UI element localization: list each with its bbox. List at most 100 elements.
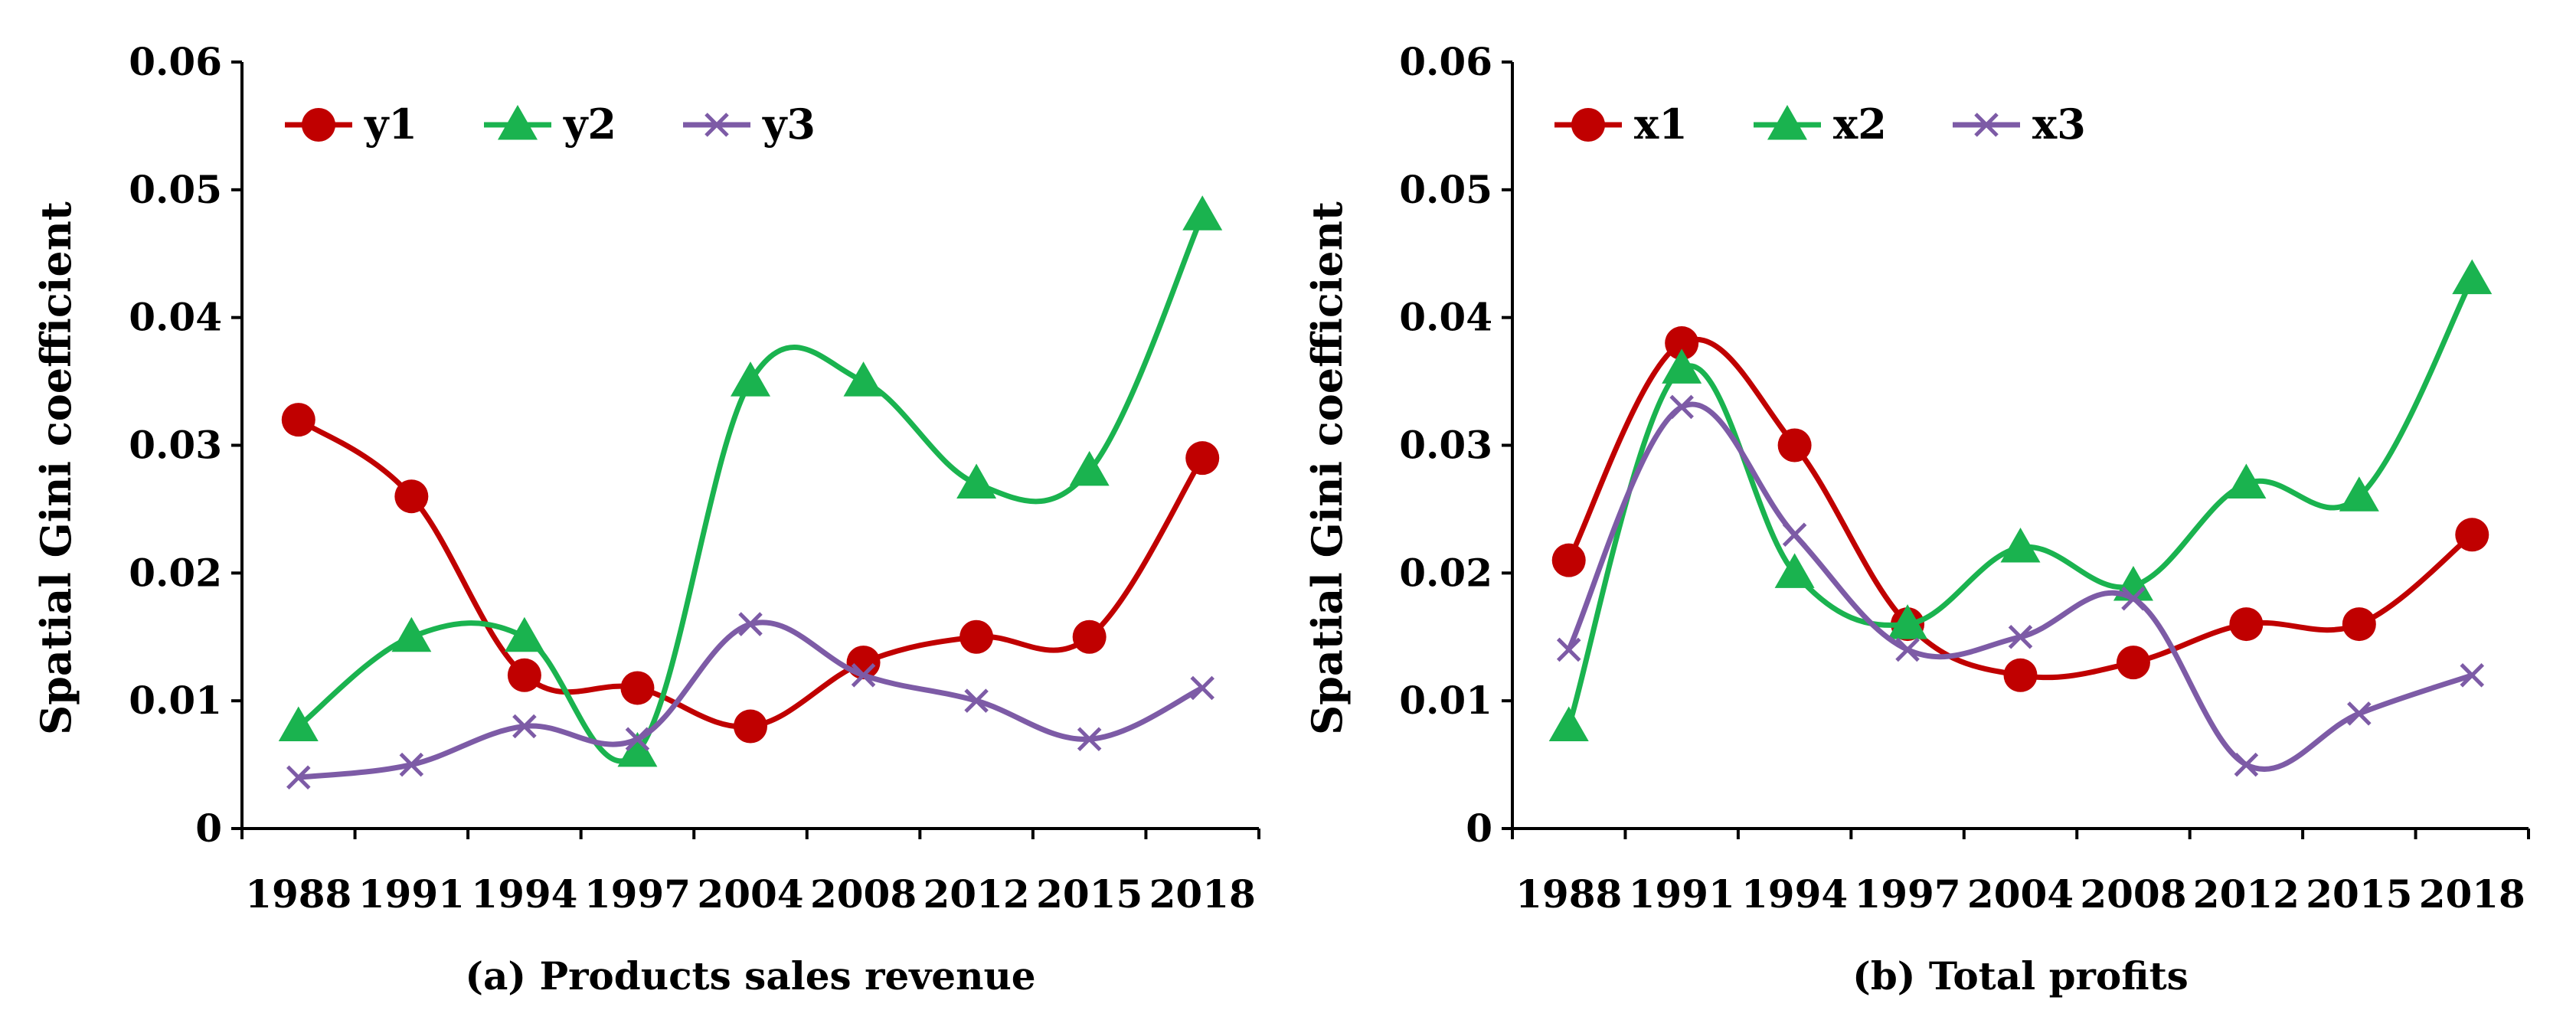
y-tick-label: 0.04 xyxy=(1399,295,1492,340)
x-tick-label: 2008 xyxy=(2080,871,2186,917)
series-x2 xyxy=(1548,259,2493,742)
data-point-x1-1991 xyxy=(1665,326,1699,361)
x-tick-label: 2015 xyxy=(1036,871,1143,917)
chart-caption: (a) Products sales revenue xyxy=(465,953,1035,999)
data-point-x2-2004 xyxy=(2000,527,2041,563)
data-point-y3-1988 xyxy=(286,765,311,790)
legend-marker-x2 xyxy=(1767,105,1807,140)
x-tick-label: 2012 xyxy=(2193,871,2300,917)
data-point-x3-1988 xyxy=(1556,637,1581,662)
series-x1 xyxy=(1551,326,2489,692)
data-point-y2-2012 xyxy=(956,463,997,499)
y-tick-label: 0.01 xyxy=(129,678,222,723)
series-y2 xyxy=(278,195,1223,767)
legend-label-y1: y1 xyxy=(364,100,417,149)
data-point-y1-2004 xyxy=(734,709,767,744)
data-point-x3-2008 xyxy=(2121,586,2146,611)
series-y3 xyxy=(286,612,1214,790)
data-point-y2-1988 xyxy=(278,706,319,742)
data-point-y3-1991 xyxy=(399,752,424,777)
data-point-x2-2018 xyxy=(2452,259,2493,295)
y-tick-label: 0.03 xyxy=(129,423,222,468)
y-tick-label: 0 xyxy=(195,806,222,851)
x-tick-label: 1991 xyxy=(358,871,465,917)
data-point-y3-2012 xyxy=(964,688,989,713)
x-tick-label: 2012 xyxy=(924,871,1030,917)
legend-label-x1: x1 xyxy=(1634,100,1688,149)
data-point-x3-1991 xyxy=(1669,394,1694,420)
data-point-y2-1994 xyxy=(504,616,544,652)
x-tick-label: 2015 xyxy=(2306,871,2412,917)
legend: y1 y2 y3 xyxy=(285,100,816,149)
y-tick-label: 0 xyxy=(1466,806,1492,851)
x-tick-label: 2018 xyxy=(2419,871,2525,917)
y-tick-label: 0.06 xyxy=(1399,39,1492,84)
y-tick-label: 0.05 xyxy=(129,167,222,212)
chart-panel-1: 0 0.01 0.02 0.03 0.04 0.05 0.06 1988 1991 1994 199… xyxy=(1303,39,2530,999)
data-point-y2-2018 xyxy=(1182,195,1223,230)
data-point-y3-2018 xyxy=(1190,675,1214,701)
data-point-y2-2004 xyxy=(731,361,770,397)
x-tick-label: 1994 xyxy=(1741,871,1848,917)
data-point-y3-1994 xyxy=(512,714,537,739)
data-point-y1-2018 xyxy=(1185,441,1220,476)
x-tick-label: 1997 xyxy=(584,871,691,917)
data-point-y2-2008 xyxy=(843,361,884,397)
data-point-y1-1997 xyxy=(620,671,655,705)
legend-marker-y1 xyxy=(302,108,335,142)
legend-label-y2: y2 xyxy=(563,100,616,149)
data-point-x1-2015 xyxy=(2342,607,2376,642)
data-point-y1-1994 xyxy=(507,658,541,692)
series-line-y2 xyxy=(296,212,1205,764)
series-line-y1 xyxy=(296,417,1205,730)
legend-marker-y2 xyxy=(498,105,538,140)
data-point-y2-2015 xyxy=(1069,450,1110,486)
legend-label-x3: x3 xyxy=(2032,100,2086,149)
legend-label-y3: y3 xyxy=(762,100,816,149)
data-point-x3-1994 xyxy=(1782,522,1807,548)
data-point-x2-1991 xyxy=(1662,348,1702,384)
legend-marker-x3 xyxy=(1974,113,1999,137)
data-point-x2-1994 xyxy=(1774,553,1815,588)
data-point-y3-2004 xyxy=(738,612,763,636)
y-tick-label: 0.06 xyxy=(129,39,222,84)
chart-caption: (b) Total profits xyxy=(1852,953,2189,999)
y-tick-label: 0.01 xyxy=(1399,678,1492,723)
chart-panel-0: 0 0.01 0.02 0.03 0.04 0.05 0.06 1988 1991 1994 199… xyxy=(31,39,1260,999)
data-point-y3-2008 xyxy=(851,663,876,688)
y-axis-title: Spatial Gini coefficient xyxy=(31,201,80,735)
x-tick-label: 1988 xyxy=(1515,871,1622,917)
data-point-x3-2018 xyxy=(2460,663,2485,688)
data-point-x1-2018 xyxy=(2455,518,2489,552)
legend: x1 x2 x3 xyxy=(1554,100,2086,149)
legend-marker-y3 xyxy=(704,113,729,137)
y-axis-title: Spatial Gini coefficient xyxy=(1303,201,1352,735)
x-tick-label: 1997 xyxy=(1854,871,1960,917)
series-line-x3 xyxy=(1566,401,2475,772)
y-tick-label: 0.03 xyxy=(1399,423,1492,468)
data-point-y1-2012 xyxy=(959,619,994,654)
y-tick-label: 0.05 xyxy=(1399,167,1492,212)
x-tick-label: 2004 xyxy=(697,871,803,917)
data-point-x1-1994 xyxy=(1777,428,1812,463)
data-point-x3-2004 xyxy=(2008,624,2033,649)
x-tick-label: 2004 xyxy=(1967,871,2074,917)
data-point-y1-1988 xyxy=(281,403,315,437)
data-point-x2-2015 xyxy=(2339,476,2379,512)
data-point-y2-1997 xyxy=(617,731,658,767)
data-point-y3-1997 xyxy=(625,727,650,751)
series-line-y3 xyxy=(296,619,1205,780)
data-point-x3-2012 xyxy=(2234,752,2259,777)
data-point-x3-2015 xyxy=(2347,701,2372,726)
x-tick-label: 2018 xyxy=(1149,871,1256,917)
x-tick-label: 2008 xyxy=(810,871,917,917)
data-point-y1-2015 xyxy=(1072,619,1107,654)
data-point-x1-2012 xyxy=(2229,607,2264,642)
series-x3 xyxy=(1556,394,2485,777)
data-point-x2-1997 xyxy=(1888,604,1928,639)
data-point-x1-2008 xyxy=(2116,646,2150,680)
data-point-y1-1991 xyxy=(394,479,429,514)
data-point-x2-1988 xyxy=(1548,706,1589,742)
y-tick-label: 0.02 xyxy=(129,550,222,595)
